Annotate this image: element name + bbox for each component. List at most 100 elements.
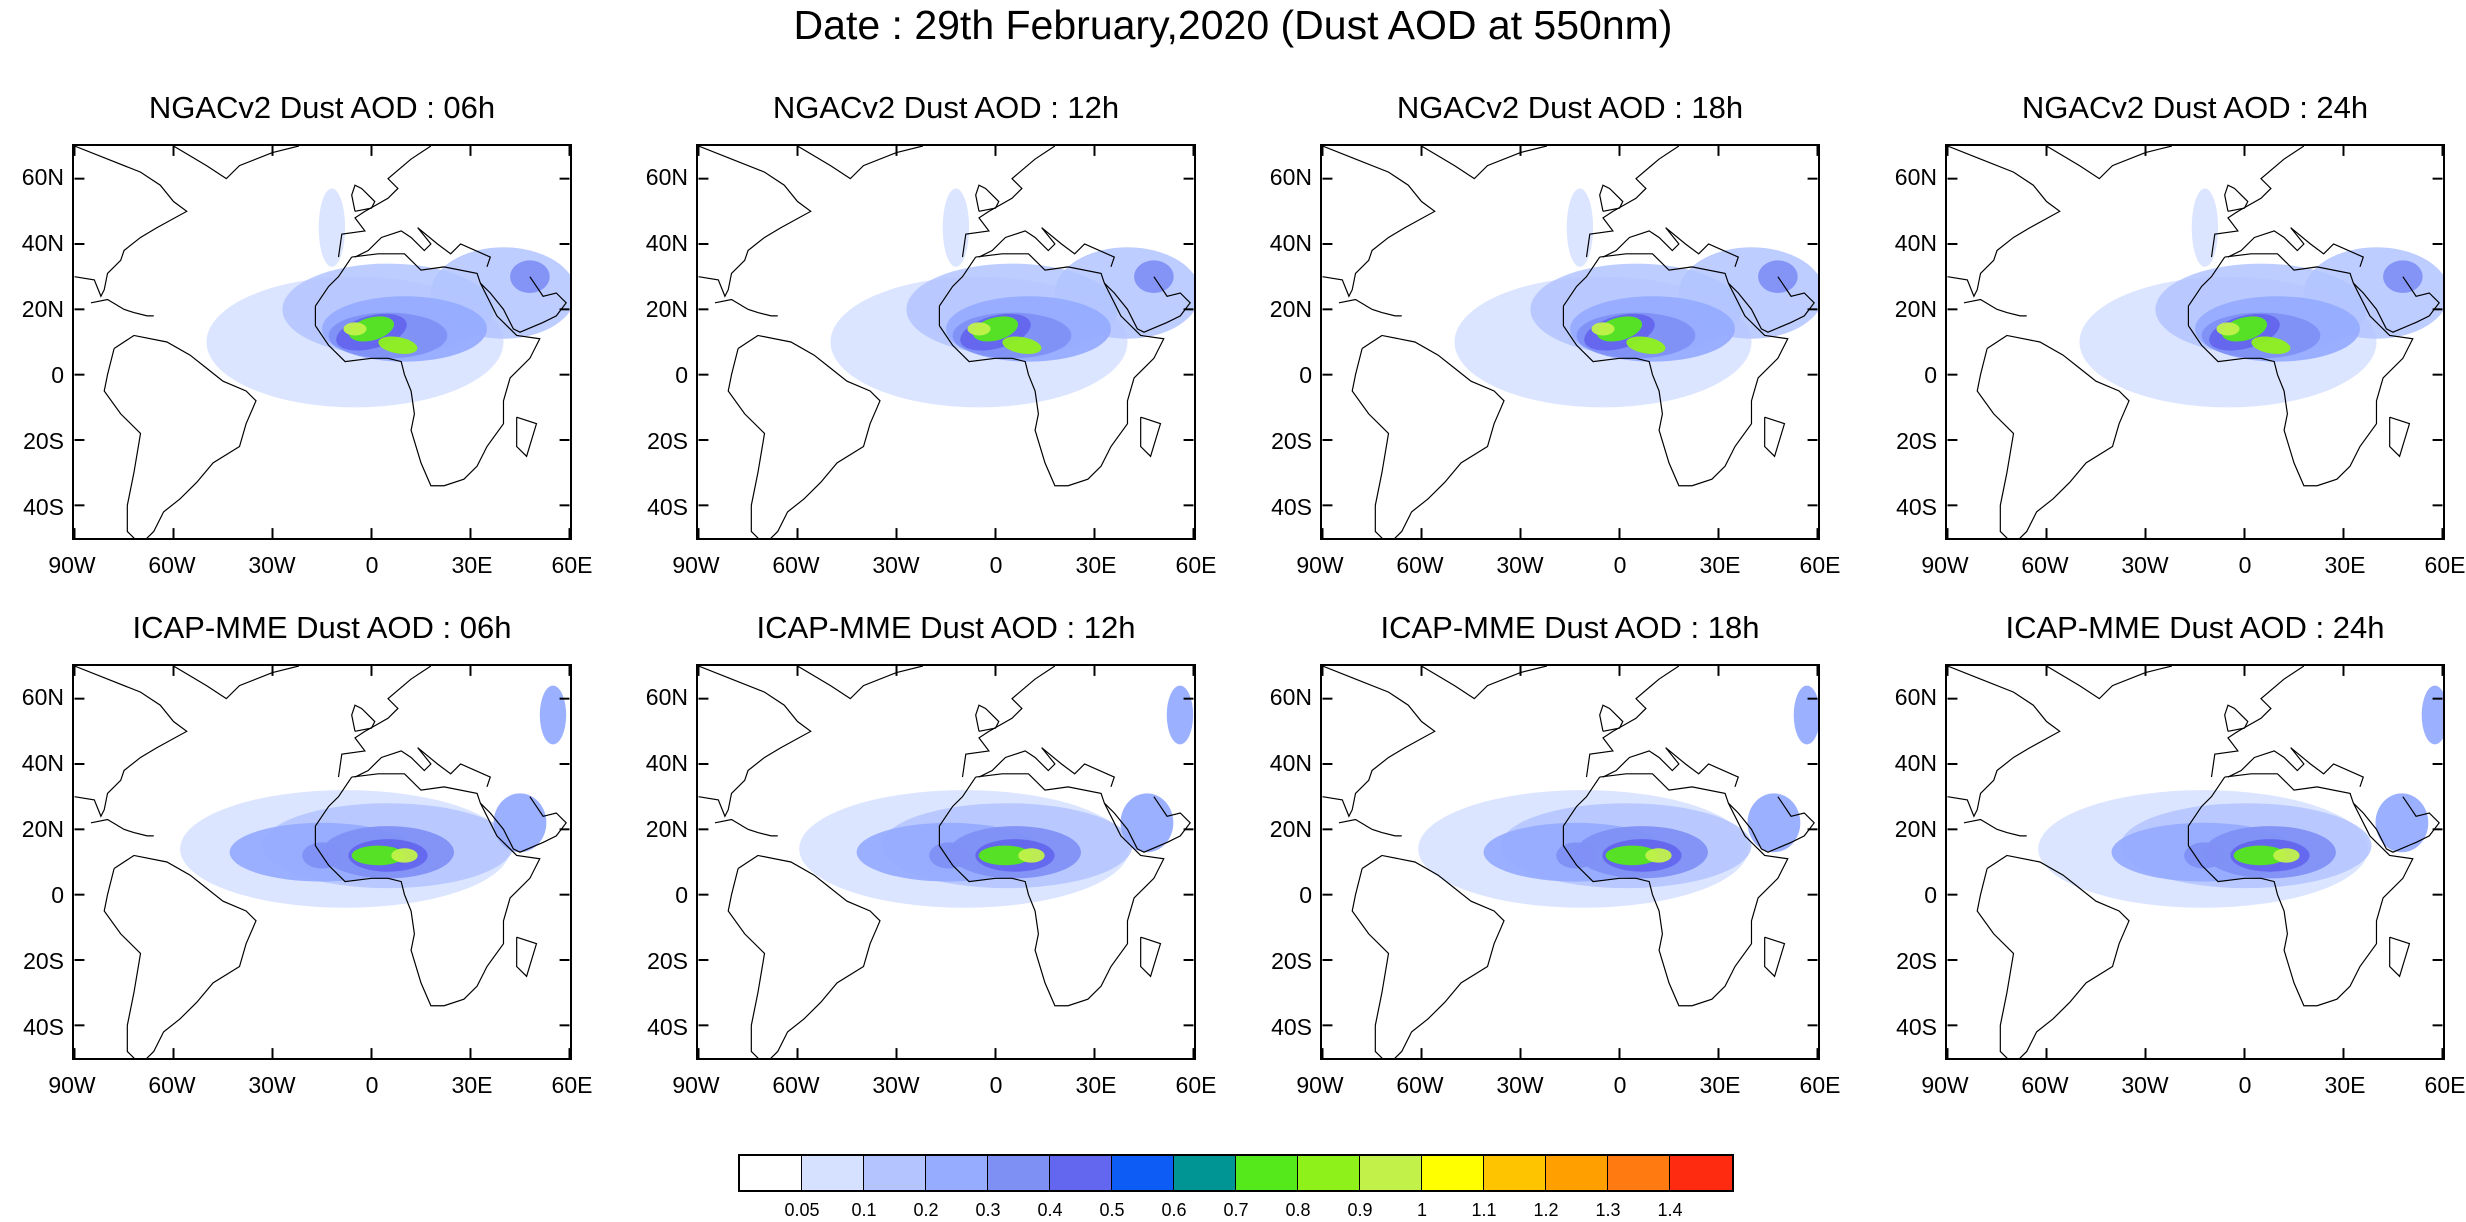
- lat-tick-label: 20S: [23, 948, 64, 974]
- lon-tick-label: 90W: [1921, 552, 1969, 578]
- coastline: [354, 227, 492, 268]
- colorbar-swatch: [1174, 1156, 1236, 1190]
- lat-tick-label: 0: [1924, 362, 1937, 388]
- map-canvas: [698, 666, 1194, 1058]
- figure-title: Date : 29th February,2020 (Dust AOD at 5…: [793, 2, 1673, 48]
- coastline: [103, 334, 257, 538]
- map-canvas: [1322, 146, 1818, 538]
- lat-tick-label: 60N: [1269, 164, 1312, 190]
- lat-tick-label: 0: [675, 362, 688, 388]
- lat-tick-label: 0: [51, 882, 64, 908]
- lat-tick-label: 60N: [645, 684, 688, 710]
- coastline: [1963, 818, 2027, 837]
- coastline: [698, 146, 812, 298]
- colorbar-swatch: [1608, 1156, 1670, 1190]
- aod-contour-region: [343, 322, 367, 336]
- map-canvas: [1322, 666, 1818, 1058]
- coastline: [314, 253, 541, 487]
- aod-contour-region: [2221, 316, 2268, 342]
- lat-tick-label: 20N: [1269, 296, 1312, 322]
- map-panel-ngacv2-18h: [1320, 144, 1820, 540]
- coastline: [1562, 253, 1789, 487]
- lon-tick-label: 0: [989, 1072, 1003, 1098]
- panel-title: NGACv2 Dust AOD : 06h: [148, 90, 496, 125]
- coastline: [727, 854, 881, 1058]
- coastline: [978, 227, 1116, 268]
- lat-tick-label: 20S: [1896, 948, 1937, 974]
- lat-tick-label: 20N: [645, 296, 688, 322]
- lat-tick-label: 20N: [1894, 296, 1937, 322]
- coastline: [975, 704, 1000, 732]
- lon-tick-label: 30E: [1699, 552, 1741, 578]
- dust-aod-field: [1454, 188, 1818, 408]
- lon-tick-label: 30E: [451, 1072, 493, 1098]
- coastline: [516, 936, 538, 978]
- coastline: [975, 184, 1000, 212]
- aod-contour-region: [348, 316, 395, 342]
- aod-contour-region: [378, 336, 418, 355]
- aod-contour-region: [942, 188, 970, 267]
- colorbar-tick-label: 0.1: [851, 1200, 877, 1220]
- panel-title: ICAP-MME Dust AOD : 24h: [2005, 610, 2385, 645]
- lon-tick-label: 30W: [248, 552, 296, 578]
- aod-contour-region: [2233, 845, 2287, 866]
- map-panel-ngacv2-06h: [72, 144, 572, 540]
- lon-tick-label: 0: [2238, 1072, 2252, 1098]
- colorbar-swatch: [1112, 1156, 1174, 1190]
- lat-tick-label: 20N: [21, 296, 64, 322]
- lon-tick-label: 60E: [2424, 1072, 2466, 1098]
- lat-tick-label: 40S: [647, 494, 688, 520]
- lon-tick-label: 30W: [2121, 1072, 2169, 1098]
- lat-tick-label: 0: [675, 882, 688, 908]
- lat-tick-label: 60N: [1894, 684, 1937, 710]
- dust-aod-field: [2038, 685, 2443, 908]
- lon-tick-label: 90W: [672, 1072, 720, 1098]
- coastline: [1338, 818, 1402, 837]
- coastline: [1963, 298, 2027, 317]
- coastline: [1599, 704, 1624, 732]
- lon-tick-label: 0: [365, 552, 379, 578]
- coastline: [2227, 747, 2365, 788]
- lon-tick-label: 90W: [1296, 552, 1344, 578]
- lon-tick-label: 0: [365, 1072, 379, 1098]
- aod-contour-region: [2375, 793, 2429, 853]
- coastline: [1599, 184, 1624, 212]
- lon-tick-label: 60W: [1396, 552, 1444, 578]
- lon-tick-label: 60W: [772, 552, 820, 578]
- colorbar-swatch: [988, 1156, 1050, 1190]
- lon-tick-label: 30W: [872, 1072, 920, 1098]
- lat-tick-label: 40N: [21, 750, 64, 776]
- coastline: [1103, 796, 1191, 853]
- lon-tick-label: 0: [1613, 552, 1627, 578]
- colorbar-tick-label: 0.8: [1285, 1200, 1311, 1220]
- coastline: [90, 818, 154, 837]
- coastline: [938, 773, 1165, 1007]
- lat-tick-label: 20N: [1269, 816, 1312, 842]
- map-panel-icap-mme-24h: [1945, 664, 2445, 1060]
- coastline: [1322, 146, 1436, 298]
- coastline: [351, 184, 376, 212]
- coastline: [1947, 666, 2061, 818]
- coastline: [354, 747, 492, 788]
- coastline: [2187, 773, 2414, 1007]
- lon-tick-label: 30E: [1699, 1072, 1741, 1098]
- coastline: [1351, 334, 1505, 538]
- coastline: [2187, 253, 2414, 487]
- colorbar-tick-label: 0.3: [975, 1200, 1001, 1220]
- coastline: [516, 416, 538, 458]
- coastline: [314, 773, 541, 1007]
- coastline: [1764, 416, 1786, 458]
- lat-tick-label: 40N: [1269, 750, 1312, 776]
- lon-tick-label: 60E: [2424, 552, 2466, 578]
- coastline: [74, 666, 188, 818]
- lat-tick-label: 40N: [21, 230, 64, 256]
- aod-contour-region: [1120, 793, 1174, 853]
- coastline: [1602, 227, 1740, 268]
- aod-contour-region: [1591, 322, 1615, 336]
- coastline: [1764, 936, 1786, 978]
- coastline: [337, 146, 432, 258]
- lon-tick-label: 60W: [1396, 1072, 1444, 1098]
- map-panel-ngacv2-12h: [696, 144, 1196, 540]
- lat-tick-label: 40N: [1269, 230, 1312, 256]
- coastline: [698, 666, 812, 818]
